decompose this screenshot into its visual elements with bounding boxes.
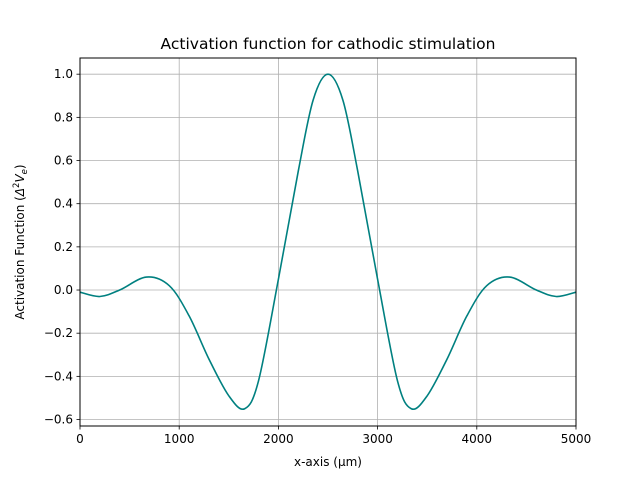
y-axis-label-variable: V: [13, 174, 27, 183]
plot-frame: [79, 57, 577, 427]
activation-function-line: [79, 73, 577, 411]
x-tick-label: 1000: [164, 432, 195, 446]
x-axis-label: x-axis (µm): [294, 455, 362, 469]
y-tick-label: 0.6: [54, 154, 73, 168]
chart-title: Activation function for cathodic stimula…: [161, 35, 496, 53]
y-tick-label: 0.4: [54, 197, 73, 211]
x-tick-label: 5000: [561, 432, 592, 446]
y-axis-label-superscript: 2: [12, 183, 22, 188]
y-tick-label: 0.8: [54, 110, 73, 124]
axis-ticks: 0 1000 2000 3000 4000 5000 −0.6 −0.4 −0.2 0.0 0.2 0…: [44, 67, 591, 446]
y-tick-label: −0.2: [44, 326, 73, 340]
y-tick-label: −0.6: [44, 413, 73, 427]
x-tick-label: 0: [76, 432, 84, 446]
y-tick-label: 0.2: [54, 240, 73, 254]
y-axis-label-suffix: ): [13, 164, 27, 169]
y-axis-label-symbol: Δ: [13, 188, 27, 197]
y-tick-label: 1.0: [54, 67, 73, 81]
series-layer: [79, 73, 577, 411]
y-axis-label: Activation Function (Δ2Ve): [12, 164, 30, 319]
y-axis-label-prefix: Activation Function (: [13, 196, 27, 319]
x-tick-label: 3000: [362, 432, 393, 446]
x-tick-label: 2000: [263, 432, 294, 446]
y-tick-label: −0.4: [44, 369, 73, 383]
x-tick-label: 4000: [462, 432, 493, 446]
y-axis-label-subscript: e: [20, 169, 30, 174]
y-tick-label: 0.0: [54, 283, 73, 297]
